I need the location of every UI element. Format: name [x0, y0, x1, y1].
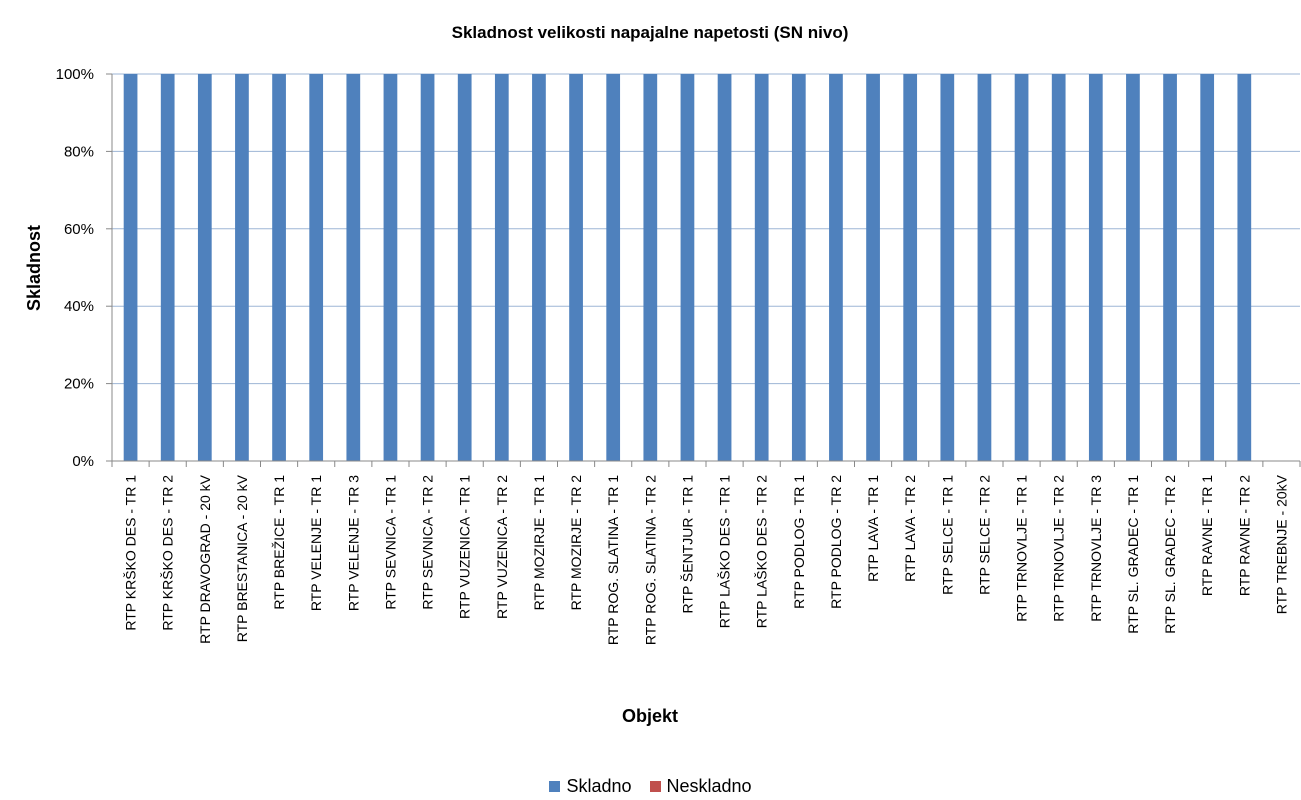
chart-canvas: Skladnost velikosti napajalne napetosti …: [24, 23, 1301, 726]
axes: [111, 74, 1301, 467]
bar-skladno-11: [532, 74, 546, 461]
x-category-label: RTP TRNOVLJE - TR 1: [1014, 475, 1030, 622]
bar-skladno-24: [1014, 74, 1029, 461]
bar-skladno-17: [754, 74, 769, 461]
bar-skladno-25: [1051, 74, 1066, 461]
bar-skladno-23: [977, 74, 992, 461]
y-tick-label: 20%: [64, 376, 94, 393]
x-category-label: RTP TRNOVLJE - TR 3: [1088, 475, 1104, 622]
x-category-label: RTP RAVNE - TR 1: [1199, 475, 1215, 596]
x-category-label: RTP ROG. SLATINA - TR 1: [605, 475, 621, 645]
chart-title: Skladnost velikosti napajalne napetosti …: [452, 23, 849, 42]
gridlines: [112, 73, 1300, 385]
bar-skladno-1: [160, 74, 175, 461]
x-category-label: RTP VELENJE - TR 3: [345, 475, 361, 611]
y-tick-label: 60%: [64, 221, 94, 238]
bar-skladno-10: [494, 74, 509, 461]
x-category-label: RTP TREBNJE - 20kV: [1273, 474, 1289, 614]
x-category-label: RTP SEVNICA - TR 2: [420, 475, 436, 610]
x-category-label: RTP SEVNICA - TR 1: [382, 475, 398, 610]
legend-label: Neskladno: [666, 776, 752, 796]
bar-skladno-20: [866, 74, 880, 461]
y-axis-ticks: 0% 20% 40% 60% 80% 100%: [56, 66, 112, 470]
x-category-label: RTP DRAVOGRAD - 20 kV: [197, 474, 213, 643]
bar-skladno-21: [903, 74, 918, 461]
x-category-label: RTP LAVA - TR 2: [902, 475, 918, 582]
x-category-label: RTP BREŽICE - TR 1: [271, 475, 287, 610]
y-tick-label: 40%: [64, 298, 94, 315]
x-category-label: RTP VELENJE - TR 1: [308, 475, 324, 611]
bar-skladno-4: [272, 74, 286, 461]
x-axis-categories: RTP KRŠKO DES - TR 1 RTP KRŠKO DES - TR 2…: [123, 474, 1290, 645]
x-category-label: RTP RAVNE - TR 2: [1236, 475, 1252, 596]
bar-skladno-26: [1088, 74, 1103, 461]
x-category-label: RTP LAVA - TR 1: [865, 475, 881, 582]
bars: [123, 74, 1252, 461]
bar-skladno-13: [606, 74, 621, 461]
legend-item-skladno: Skladno: [549, 776, 632, 797]
bar-skladno-8: [420, 74, 435, 461]
x-category-label: RTP LAŠKO DES - TR 2: [754, 475, 770, 628]
x-category-label: RTP ŠENTJUR - TR 1: [679, 475, 695, 614]
bar-skladno-16: [717, 74, 732, 461]
bar-skladno-29: [1200, 74, 1215, 461]
x-axis-title: Objekt: [622, 706, 678, 726]
bar-skladno-18: [791, 74, 806, 461]
bar-skladno-12: [569, 74, 583, 461]
y-axis-title: Skladnost: [24, 225, 44, 311]
bar-skladno-7: [383, 74, 398, 461]
bar-skladno-15: [680, 74, 695, 461]
y-tick-label: 100%: [56, 66, 94, 83]
bar-skladno-3: [235, 74, 249, 461]
x-category-label: RTP KRŠKO DES - TR 2: [160, 475, 176, 631]
x-category-label: RTP KRŠKO DES - TR 1: [123, 475, 139, 631]
bar-skladno-9: [457, 74, 472, 461]
x-category-label: RTP VUZENICA - TR 1: [457, 475, 473, 619]
x-category-label: RTP ROG. SLATINA - TR 2: [642, 475, 658, 645]
x-category-label: RTP SL. GRADEC - TR 1: [1125, 475, 1141, 634]
bar-skladno-5: [309, 74, 324, 461]
x-category-label: RTP PODLOG - TR 2: [828, 475, 844, 609]
x-category-label: RTP MOZIRJE - TR 1: [531, 475, 547, 611]
y-tick-label: 80%: [64, 143, 94, 160]
legend-label: Skladno: [566, 776, 632, 796]
x-category-label: RTP SELCE - TR 1: [939, 475, 955, 595]
x-category-label: RTP VUZENICA - TR 2: [494, 475, 510, 619]
bar-skladno-14: [643, 74, 658, 461]
bar-skladno-22: [940, 74, 955, 461]
bar-skladno-30: [1237, 74, 1252, 461]
bar-skladno-27: [1126, 74, 1140, 461]
bar-skladno-0: [123, 74, 138, 461]
bar-skladno-19: [829, 74, 843, 461]
x-category-label: RTP SL. GRADEC - TR 2: [1162, 475, 1178, 634]
legend-swatch: [649, 781, 661, 792]
bar-skladno-28: [1163, 74, 1177, 461]
x-category-label: RTP LAŠKO DES - TR 1: [717, 475, 733, 628]
legend-swatch: [549, 781, 561, 792]
x-category-label: RTP BRESTANICA - 20 kV: [234, 474, 250, 642]
x-category-label: RTP SELCE - TR 2: [976, 475, 992, 595]
x-category-label: RTP MOZIRJE - TR 2: [568, 475, 584, 611]
x-category-label: RTP TRNOVLJE - TR 2: [1051, 475, 1067, 622]
y-tick-label: 0%: [72, 453, 94, 470]
bar-skladno-2: [197, 74, 212, 461]
x-category-label: RTP PODLOG - TR 1: [791, 475, 807, 609]
bar-skladno-6: [346, 74, 361, 461]
legend: Skladno Neskladno: [0, 776, 1301, 797]
legend-item-neskladno: Neskladno: [649, 776, 752, 797]
